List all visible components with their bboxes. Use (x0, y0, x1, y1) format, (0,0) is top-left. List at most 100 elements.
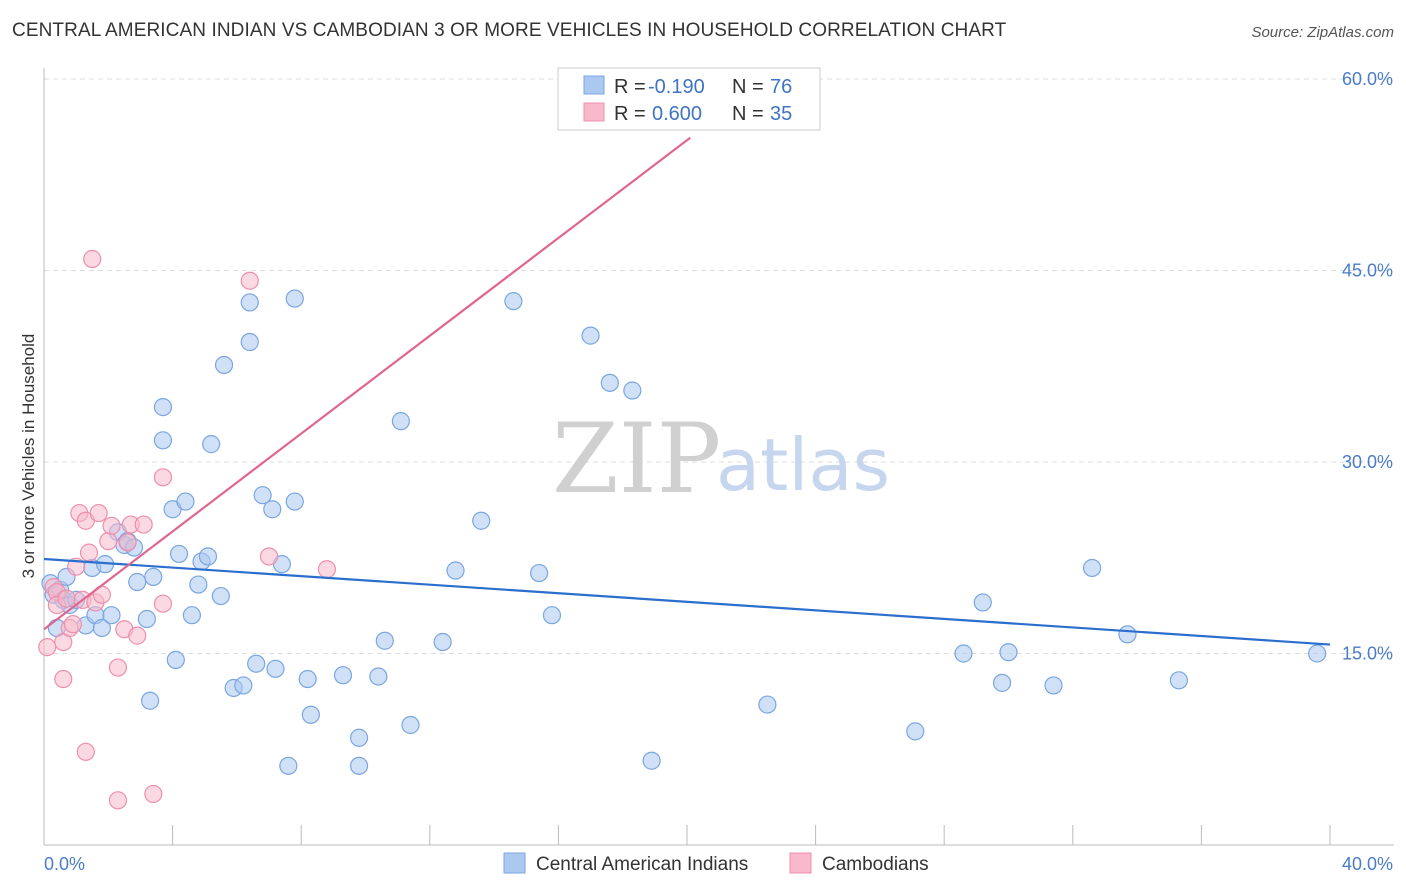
point-blue-75 (1169, 671, 1188, 690)
point-blue-49 (333, 666, 353, 685)
point-blue-36 (234, 676, 253, 695)
point-blue-56 (433, 632, 452, 652)
point-blue-28 (182, 606, 201, 625)
point-blue-74 (1118, 625, 1137, 644)
point-blue-20 (140, 691, 160, 710)
point-blue-34 (214, 355, 234, 375)
point-blue-27 (176, 492, 195, 511)
source-label: Source: ZipAtlas.com (1251, 24, 1394, 41)
legend-r-value-1: -0.190 (648, 76, 705, 98)
series-legend: Central American Indians Cambodians (503, 852, 929, 875)
series-legend-swatch-blue (503, 852, 526, 874)
point-pink-15 (83, 249, 102, 269)
y-tick-label-3: 60.0% (1342, 69, 1393, 89)
point-blue-69 (973, 593, 992, 612)
point-blue-55 (401, 715, 420, 735)
point-pink-8 (63, 615, 83, 634)
point-blue-46 (285, 289, 304, 308)
point-blue-26 (169, 544, 189, 564)
legend-swatch-pink (583, 102, 605, 122)
point-pink-30 (153, 594, 173, 613)
y-tick-labels: 15.0% 30.0% 45.0% 60.0% (1342, 69, 1393, 664)
point-pink-28 (144, 784, 163, 804)
point-blue-68 (954, 644, 973, 663)
point-pink-21 (108, 791, 128, 810)
chart-title: CENTRAL AMERICAN INDIAN VS CAMBODIAN 3 O… (12, 20, 1007, 41)
y-tick-label-1: 30.0% (1342, 452, 1393, 472)
point-blue-57 (446, 561, 465, 580)
point-pink-24 (118, 533, 137, 552)
point-blue-65 (642, 751, 661, 770)
point-blue-71 (999, 643, 1018, 662)
y-axis-label: 3 or more Vehicles in Household (19, 334, 38, 579)
point-blue-44 (279, 756, 298, 775)
trend-line-blue (43, 557, 1331, 646)
point-pink-26 (128, 626, 147, 645)
legend-n-label-1: N = (732, 76, 764, 98)
trend-layer (43, 136, 1331, 646)
legend-swatch-blue (583, 75, 605, 95)
point-blue-61 (542, 606, 562, 625)
point-blue-67 (906, 722, 925, 741)
point-blue-25 (166, 650, 185, 669)
point-blue-38 (240, 332, 259, 352)
series-legend-label-blue: Central American Indians (536, 854, 748, 875)
stats-legend: R = -0.190 N = 76 R = 0.600 N = 35 (557, 67, 821, 131)
point-pink-20 (102, 516, 121, 535)
point-blue-53 (375, 631, 394, 650)
legend-n-value-1: 76 (770, 76, 792, 98)
point-pink-29 (153, 468, 173, 487)
x-tick-labels: 0.0% 40.0% (44, 854, 1393, 874)
point-pink-17 (89, 503, 108, 523)
trend-line-pink (43, 136, 691, 631)
point-blue-23 (153, 431, 173, 450)
point-blue-22 (153, 398, 173, 417)
point-blue-64 (623, 381, 642, 400)
point-blue-19 (137, 609, 156, 629)
point-pink-6 (57, 589, 76, 608)
x-tick-label-1: 40.0% (1342, 854, 1393, 874)
point-pink-27 (134, 515, 153, 534)
point-blue-51 (349, 756, 369, 775)
point-pink-19 (99, 532, 118, 551)
point-blue-66 (758, 695, 777, 714)
watermark: ZIP atlas (552, 403, 890, 515)
point-blue-59 (504, 292, 523, 311)
point-pink-0 (38, 638, 57, 657)
legend-r-label-2: R = (614, 103, 646, 125)
point-blue-32 (202, 435, 221, 454)
series-legend-label-pink: Cambodians (822, 854, 929, 875)
point-blue-45 (285, 492, 304, 511)
point-blue-29 (189, 575, 208, 594)
point-pink-31 (240, 271, 259, 290)
series-legend-swatch-pink (789, 852, 812, 874)
points-layer (38, 80, 1327, 810)
point-blue-21 (144, 567, 163, 587)
point-blue-72 (1044, 676, 1063, 695)
point-blue-40 (253, 486, 272, 505)
point-blue-54 (391, 412, 410, 431)
point-blue-48 (301, 705, 320, 724)
point-blue-47 (298, 669, 317, 689)
point-blue-33 (211, 586, 230, 606)
point-blue-73 (1082, 558, 1102, 578)
point-blue-11 (92, 618, 111, 638)
point-pink-14 (79, 543, 99, 562)
y-tick-label-2: 45.0% (1342, 261, 1393, 281)
point-pink-33 (317, 560, 337, 579)
watermark-zip: ZIP (552, 403, 721, 515)
grid-layer (44, 78, 1394, 654)
legend-n-value-2: 35 (770, 103, 792, 125)
point-blue-76 (1308, 644, 1327, 663)
point-blue-13 (102, 606, 121, 625)
point-blue-70 (992, 673, 1012, 692)
x-tick-label-0: 0.0% (44, 854, 85, 874)
point-blue-62 (581, 326, 600, 345)
point-blue-42 (266, 659, 285, 678)
point-blue-41 (263, 500, 282, 519)
point-blue-60 (530, 563, 549, 583)
point-pink-32 (259, 547, 279, 566)
point-blue-18 (128, 572, 147, 592)
point-blue-52 (369, 667, 388, 686)
